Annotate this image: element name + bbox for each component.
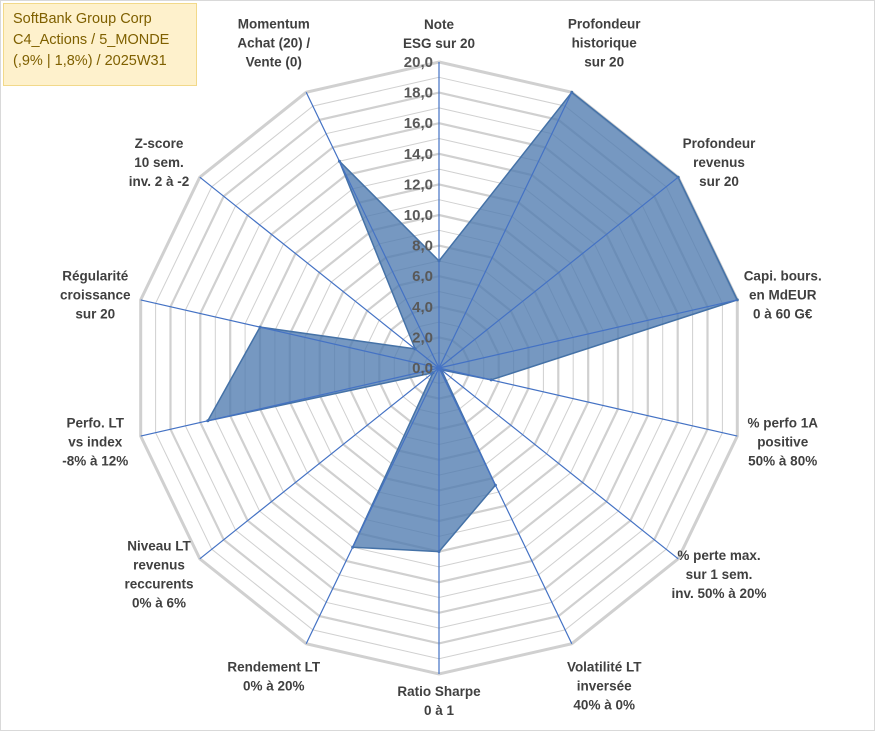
axis-label-line: Z-score bbox=[135, 136, 184, 151]
axis-label-line: Niveau LT bbox=[127, 538, 191, 553]
axis-spoke bbox=[305, 367, 440, 644]
tick-label: 20,0 bbox=[404, 54, 433, 71]
axis-label-line: revenus bbox=[693, 155, 745, 170]
axis-label: Note ESG sur 20 bbox=[403, 17, 475, 51]
axis-spoke bbox=[438, 367, 738, 437]
axis-label: Z-score 10 sem. inv. 2 à -2 bbox=[129, 136, 190, 189]
axis-label-line: 10 sem. bbox=[134, 155, 184, 170]
axis-label-line: -8% à 12% bbox=[62, 453, 128, 468]
tick-label: 18,0 bbox=[404, 85, 433, 102]
axis-spoke bbox=[438, 92, 573, 369]
axis-label: Volatilité LT inversée 40% à 0% bbox=[567, 659, 642, 712]
axis-label-line: % perte max. bbox=[677, 548, 760, 563]
axis-label-line: 40% à 0% bbox=[573, 697, 635, 712]
axis-label-line: Volatilité LT bbox=[567, 659, 642, 674]
axis-label-line: Régularité bbox=[62, 269, 129, 284]
axis-label-line: Momentum bbox=[238, 17, 310, 32]
axis-spoke bbox=[199, 367, 440, 560]
axis-spoke bbox=[438, 299, 738, 369]
axis-label-line: Profondeur bbox=[683, 136, 756, 151]
axis-label-line: sur 1 sem. bbox=[686, 567, 753, 582]
axis-label: Ratio Sharpe 0 à 1 bbox=[397, 684, 481, 718]
axis-label-line: sur 20 bbox=[75, 307, 115, 322]
axis-label-line: positive bbox=[757, 434, 809, 449]
axis-label: Profondeur revenus sur 20 bbox=[683, 136, 756, 189]
chart-title-line-3: (,9% | 1,8%) / 2025W31 bbox=[13, 53, 167, 69]
tick-label: 4,0 bbox=[412, 299, 433, 316]
axis-label-line: ESG sur 20 bbox=[403, 36, 475, 51]
axis-label-line: historique bbox=[572, 36, 638, 51]
tick-label: 2,0 bbox=[412, 329, 433, 346]
axis-label-line: Ratio Sharpe bbox=[397, 684, 481, 699]
axis-label-line: reccurents bbox=[124, 576, 193, 591]
axis-label: Profondeur historique sur 20 bbox=[568, 17, 641, 70]
axis-label-line: Capi. bours. bbox=[744, 269, 822, 284]
axis-label: Rendement LT 0% à 20% bbox=[227, 659, 321, 693]
axis-spoke bbox=[140, 367, 440, 437]
axis-label: Momentum Achat (20) / Vente (0) bbox=[237, 17, 310, 70]
axis-label-line: Rendement LT bbox=[227, 659, 321, 674]
axis-spoke bbox=[140, 299, 440, 369]
axis-label-line: Note bbox=[424, 17, 454, 32]
axis-label-line: Profondeur bbox=[568, 17, 641, 32]
axis-label-line: % perfo 1A bbox=[747, 415, 818, 430]
axis-spoke bbox=[438, 367, 573, 644]
axis-label: % perfo 1A positive 50% à 80% bbox=[747, 415, 818, 468]
axis-label-line: inversée bbox=[577, 678, 632, 693]
chart-title-line-1: SoftBank Group Corp bbox=[13, 11, 152, 27]
axis-label-line: sur 20 bbox=[699, 174, 739, 189]
axis-spoke bbox=[199, 176, 440, 369]
axis-label-line: en MdEUR bbox=[749, 288, 817, 303]
tick-label: 16,0 bbox=[404, 115, 433, 132]
axis-label-line: Perfo. LT bbox=[67, 415, 125, 430]
axis-spoke bbox=[438, 176, 679, 369]
axis-label-line: 0 à 60 G€ bbox=[753, 307, 813, 322]
axis-label: % perte max. sur 1 sem. inv. 50% à 20% bbox=[671, 548, 766, 601]
axis-label-line: 0 à 1 bbox=[424, 703, 455, 718]
axis-label: Capi. bours. en MdEUR 0 à 60 G€ bbox=[744, 269, 822, 322]
axis-label-line: croissance bbox=[60, 288, 131, 303]
axis-label-line: inv. 2 à -2 bbox=[129, 174, 190, 189]
axis-label-line: 0% à 6% bbox=[132, 595, 186, 610]
axis-spoke bbox=[438, 367, 679, 560]
axis-label: Niveau LT revenus reccurents 0% à 6% bbox=[124, 538, 193, 610]
axis-spoke bbox=[305, 92, 440, 369]
axis-label-line: vs index bbox=[68, 434, 123, 449]
chart-title-box: SoftBank Group Corp C4_Actions / 5_MONDE… bbox=[3, 3, 197, 86]
axis-label-line: 0% à 20% bbox=[243, 678, 305, 693]
tick-label: 14,0 bbox=[404, 146, 433, 163]
axis-label-line: Vente (0) bbox=[246, 55, 302, 70]
axis-label-line: 50% à 80% bbox=[748, 453, 817, 468]
axis-label: Régularité croissance sur 20 bbox=[60, 269, 131, 322]
tick-label: 8,0 bbox=[412, 238, 433, 255]
tick-label: 12,0 bbox=[404, 176, 433, 193]
axis-label: Perfo. LT vs index -8% à 12% bbox=[62, 415, 128, 468]
axis-label-line: Achat (20) / bbox=[237, 36, 310, 51]
tick-label: 6,0 bbox=[412, 268, 433, 285]
axis-label-line: sur 20 bbox=[584, 55, 624, 70]
axis-label-line: inv. 50% à 20% bbox=[671, 586, 766, 601]
chart-title-line-2: C4_Actions / 5_MONDE bbox=[13, 32, 170, 48]
tick-label: 0,0 bbox=[412, 360, 433, 377]
axis-label-line: revenus bbox=[133, 557, 185, 572]
tick-label: 10,0 bbox=[404, 207, 433, 224]
